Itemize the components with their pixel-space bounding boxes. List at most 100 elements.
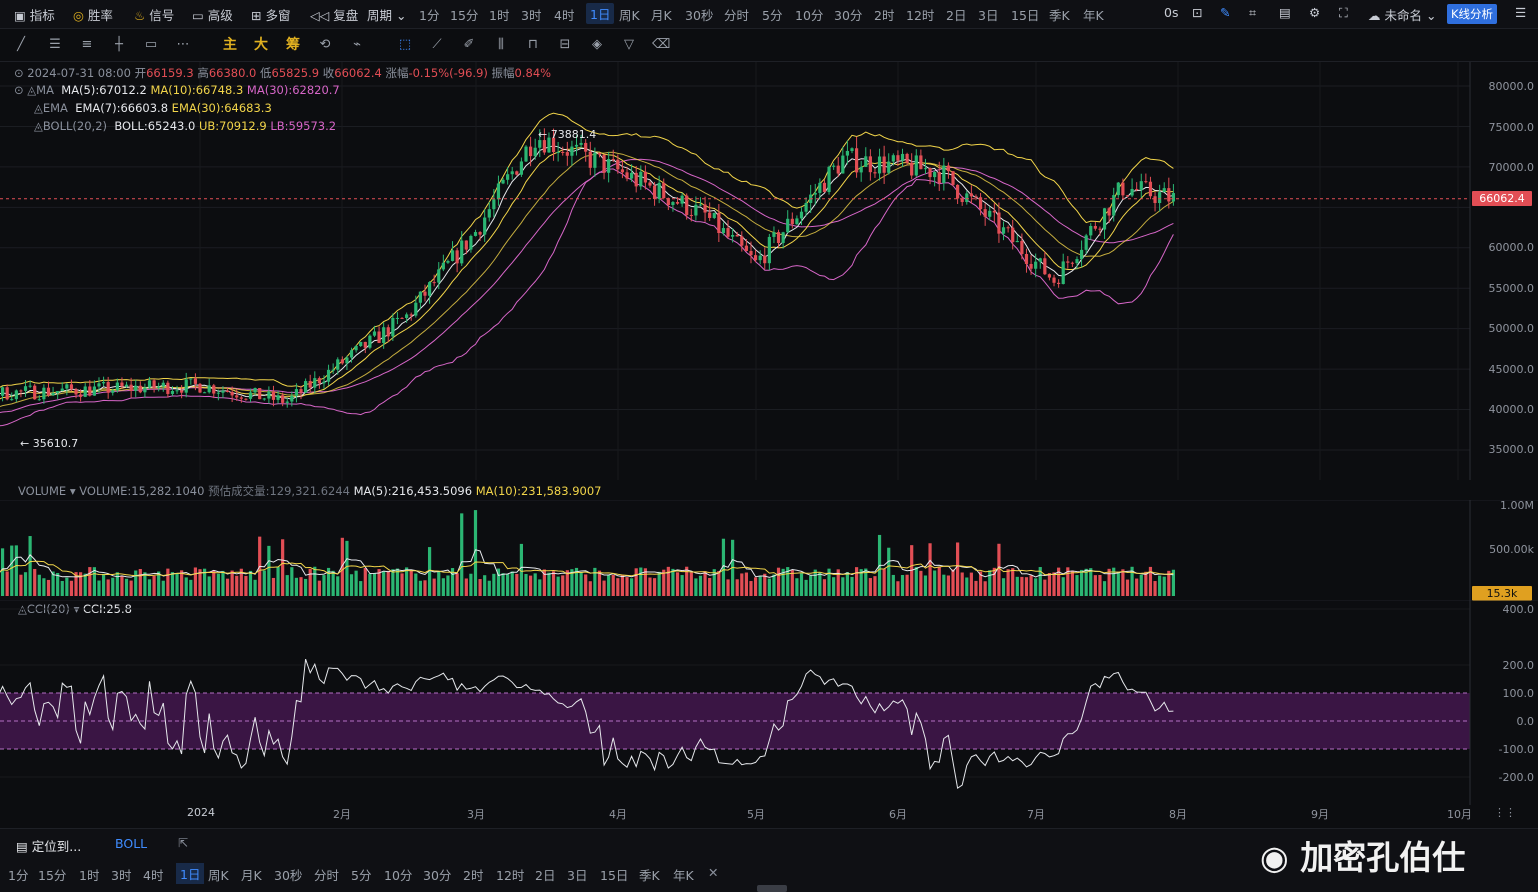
filter-icon[interactable]: ▽ xyxy=(624,37,634,52)
timeframe-bottom-7[interactable]: 月K xyxy=(241,868,262,883)
timeframe-top-8[interactable]: 30秒 xyxy=(685,8,714,23)
signal-button[interactable]: ♨ 信号 xyxy=(134,8,175,23)
close-icon[interactable]: ✕ xyxy=(708,865,719,880)
timeframe-bottom-9[interactable]: 分时 xyxy=(314,868,340,883)
timeframe-top-14[interactable]: 12时 xyxy=(906,8,935,23)
settings-icon[interactable]: ⚙ xyxy=(1309,5,1321,20)
timeframe-top-2[interactable]: 1时 xyxy=(489,8,510,23)
highlevel-button[interactable]: ▭ 高级 xyxy=(192,8,233,23)
timeframe-bottom-14[interactable]: 12时 xyxy=(496,868,525,883)
fullscreen-icon[interactable]: ⛶ xyxy=(1339,5,1348,20)
timeframe-bottom-2[interactable]: 1时 xyxy=(79,868,100,883)
period-dropdown[interactable]: 周期 ⌄ xyxy=(367,8,407,23)
timeframe-top-10[interactable]: 5分 xyxy=(762,8,783,23)
timeframe-top-18[interactable]: 季K xyxy=(1049,8,1070,23)
timeframe-bottom-3[interactable]: 3时 xyxy=(111,868,132,883)
timeframe-bottom-0[interactable]: 1分 xyxy=(8,868,29,883)
timeframe-top-1[interactable]: 15分 xyxy=(450,8,479,23)
timeframe-bottom-19[interactable]: 年K xyxy=(673,868,694,883)
candle-body xyxy=(910,162,914,176)
trendline-icon[interactable]: ╱ xyxy=(17,37,25,52)
x-axis-label: 10月 xyxy=(1447,808,1472,821)
horizontal-lines-icon[interactable]: ☰ xyxy=(49,37,61,52)
locate-button[interactable]: ▤ 定位到... xyxy=(16,839,82,854)
big-chart-button[interactable]: 大 xyxy=(254,37,268,53)
timeframe-bottom-8[interactable]: 30秒 xyxy=(274,868,303,883)
candle-body xyxy=(115,382,119,391)
timeframe-bottom-11[interactable]: 10分 xyxy=(384,868,413,883)
timeframe-top-0[interactable]: 1分 xyxy=(419,8,440,23)
timeframe-top-15[interactable]: 2日 xyxy=(946,8,967,23)
timeframe-top-3[interactable]: 3时 xyxy=(521,8,542,23)
candle-body xyxy=(432,282,436,284)
select-icon[interactable]: ⬚ xyxy=(398,37,412,52)
more-icon[interactable]: ⋯ xyxy=(176,37,190,52)
panel-resize-handle[interactable] xyxy=(757,885,787,892)
rectangle-icon[interactable]: ▭ xyxy=(144,37,158,52)
timeframe-bottom-1[interactable]: 15分 xyxy=(38,868,67,883)
bell-icon[interactable]: ◬ xyxy=(27,83,37,97)
axis-settings-icon[interactable]: ⋮⋮ xyxy=(1494,806,1516,819)
bell-icon[interactable]: ◬ xyxy=(34,119,43,133)
timeframe-top-19[interactable]: 年K xyxy=(1083,8,1104,23)
edit-list-icon[interactable]: ⊟ xyxy=(559,37,571,52)
horizontal-line-icon[interactable]: ┼ xyxy=(115,37,123,52)
timeframe-bottom-16[interactable]: 3日 xyxy=(567,868,588,883)
timeframe-bottom-10[interactable]: 5分 xyxy=(351,868,372,883)
timeframe-bottom-17[interactable]: 15日 xyxy=(600,868,629,883)
candle-body xyxy=(1057,282,1061,285)
timeframe-bottom-6[interactable]: 周K xyxy=(208,868,229,883)
cloud-layout-dropdown[interactable]: ☁ 未命名 ⌄ xyxy=(1368,8,1437,23)
candles-icon[interactable]: ⫼ xyxy=(498,37,504,52)
candle-body xyxy=(1107,208,1111,216)
collapse-icon[interactable]: ⊙ xyxy=(14,66,24,80)
winrate-button[interactable]: ◎ 胜率 xyxy=(73,8,113,23)
menu-icon[interactable]: ☰ xyxy=(1515,5,1527,20)
collapse-icon[interactable]: ⊙ xyxy=(14,83,24,97)
replay-button[interactable]: ◁◁ 复盘 xyxy=(310,8,359,23)
channel-icon[interactable]: ≡ xyxy=(81,37,93,52)
main-chart-button[interactable]: 主 xyxy=(223,37,237,53)
x-axis-label: 5月 xyxy=(747,808,765,821)
timeframe-bottom-12[interactable]: 30分 xyxy=(423,868,452,883)
sync-icon[interactable]: ⟲ xyxy=(319,37,331,52)
price-chart[interactable] xyxy=(0,62,1538,480)
timeframe-bottom-5[interactable]: 1日 xyxy=(176,863,205,884)
external-link-icon[interactable]: ⇱ xyxy=(178,836,189,850)
eraser-icon[interactable]: ◈ xyxy=(592,37,602,52)
timeframe-top-5[interactable]: 1日 xyxy=(586,3,615,24)
timeframe-bottom-18[interactable]: 季K xyxy=(639,868,660,883)
caret-down-icon[interactable]: ▾ xyxy=(69,484,76,498)
timeframe-top-4[interactable]: 4时 xyxy=(554,8,575,23)
crop-icon[interactable]: ⌗ xyxy=(1249,5,1257,20)
timeframe-top-6[interactable]: 周K xyxy=(619,8,640,23)
timeframe-bottom-4[interactable]: 4时 xyxy=(143,868,164,883)
pencil-icon[interactable]: ✎ xyxy=(1220,5,1231,20)
kline-analysis-button[interactable]: K线分析 xyxy=(1447,4,1498,24)
template-icon[interactable]: ▤ xyxy=(1279,5,1291,20)
lock-icon[interactable]: ⊓ xyxy=(527,37,539,52)
chips-button[interactable]: 筹 xyxy=(286,37,300,53)
indicator-button[interactable]: ▣ 指标 xyxy=(14,8,55,23)
volume-chart[interactable] xyxy=(0,500,1538,600)
timeframe-bottom-15[interactable]: 2日 xyxy=(535,868,556,883)
timeframe-top-16[interactable]: 3日 xyxy=(978,8,999,23)
trash-icon[interactable]: ⌫ xyxy=(652,37,671,52)
boll-tab[interactable]: BOLL xyxy=(115,836,148,851)
timeframe-bottom-13[interactable]: 2时 xyxy=(463,868,484,883)
timeframe-top-9[interactable]: 分时 xyxy=(724,8,750,23)
magnet-icon[interactable]: ⌁ xyxy=(353,37,361,52)
timeframe-top-7[interactable]: 月K xyxy=(651,8,672,23)
ruler-icon[interactable]: ⟋ xyxy=(432,37,442,52)
multiwindow-button[interactable]: ⊞ 多窗 xyxy=(251,8,291,23)
timeframe-top-17[interactable]: 15日 xyxy=(1011,8,1040,23)
candle-body xyxy=(726,228,730,237)
cci-chart[interactable] xyxy=(0,600,1538,805)
timeframe-top-12[interactable]: 30分 xyxy=(834,8,863,23)
bell-icon[interactable]: ◬ xyxy=(34,101,43,115)
brush-icon[interactable]: ✐ xyxy=(463,37,475,52)
timeframe-top-13[interactable]: 2时 xyxy=(874,8,895,23)
candle-body xyxy=(960,198,964,203)
timeframe-top-11[interactable]: 10分 xyxy=(795,8,824,23)
camera-icon[interactable]: ⊡ xyxy=(1192,5,1203,20)
